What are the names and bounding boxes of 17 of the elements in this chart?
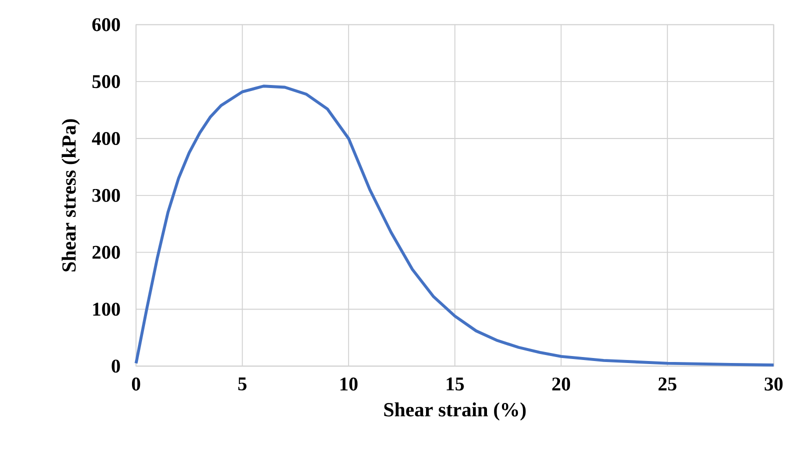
x-tick-label: 25 [658, 377, 676, 390]
y-tick-label: 100 [93, 302, 120, 316]
x-tick-label: 0 [132, 377, 140, 390]
y-tick-label: 0 [112, 360, 120, 373]
x-tick-label: 30 [764, 377, 783, 390]
x-tick-label: 15 [446, 377, 464, 390]
y-tick-label: 200 [92, 246, 120, 259]
y-tick-label: 600 [92, 18, 120, 32]
x-axis-title: Shear strain (%) [384, 402, 526, 420]
line-series [134, 84, 776, 366]
y-axis-title: Shear stress (kPa) [62, 119, 80, 272]
y-tick-label: 500 [92, 74, 120, 88]
y-tick-label: 400 [92, 132, 120, 145]
x-tick-label: 20 [552, 377, 570, 390]
y-tick-label: 300 [92, 188, 120, 202]
x-tick-label: 5 [238, 377, 246, 390]
x-tick-label: 10 [340, 377, 358, 390]
